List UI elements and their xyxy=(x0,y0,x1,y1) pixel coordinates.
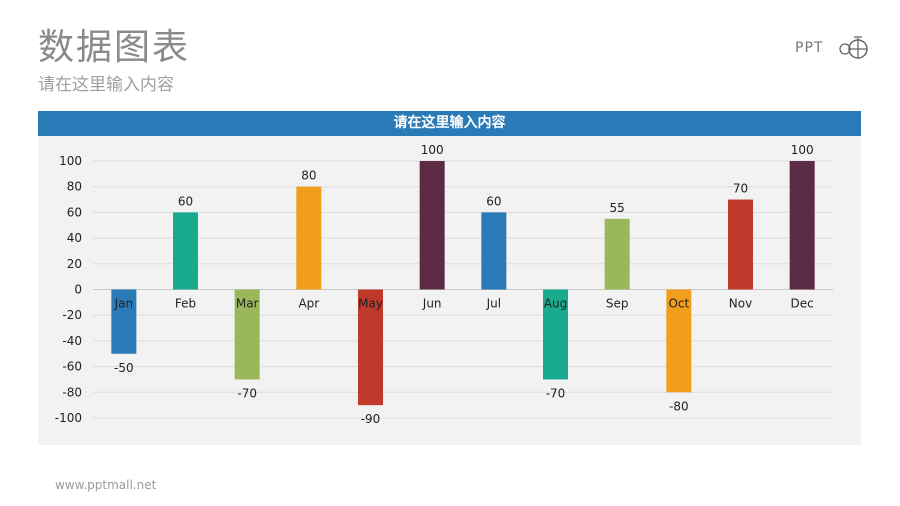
bar-aug xyxy=(543,289,568,380)
data-label: 60 xyxy=(178,194,193,208)
page-title: 数据图表 xyxy=(38,27,191,68)
bar-nov xyxy=(728,199,753,290)
x-tick-label: Oct xyxy=(668,297,689,311)
y-tick-label: 100 xyxy=(59,154,82,168)
bar-jul xyxy=(481,212,507,290)
y-tick-label: 0 xyxy=(74,283,82,297)
x-tick-label: Jun xyxy=(422,297,442,311)
x-tick-label: Aug xyxy=(544,297,567,311)
y-tick-label: 60 xyxy=(67,205,82,219)
bar-dec xyxy=(789,161,815,290)
bar-chart: 100 80 60 40 20 0 -20 -40 -60 -80 -100 Jan -50 Feb 60 M… xyxy=(55,143,833,426)
data-label: 100 xyxy=(791,143,814,157)
y-tick-label: 40 xyxy=(67,231,82,245)
brand-logo: PPT xyxy=(795,32,875,66)
data-label: -70 xyxy=(546,386,566,400)
x-tick-label: Jan xyxy=(114,297,134,311)
x-tick-label: Apr xyxy=(298,297,319,311)
x-tick-label: Sep xyxy=(606,297,629,311)
chart-panel: 100 80 60 40 20 0 -20 -40 -60 -80 -100 Jan -50 Feb 60 M… xyxy=(38,136,861,445)
y-tick-label: -60 xyxy=(62,360,82,374)
x-tick-label: May xyxy=(358,297,383,311)
y-tick-label: -80 xyxy=(62,385,82,399)
data-label: 100 xyxy=(421,143,444,157)
data-label: -70 xyxy=(237,386,257,400)
bar-apr xyxy=(296,186,322,290)
bar-may xyxy=(358,289,383,406)
bar-feb xyxy=(173,212,198,290)
logo-text: PPT xyxy=(795,40,824,56)
bar-jun xyxy=(419,161,445,290)
x-tick-label: Nov xyxy=(729,297,752,311)
bar-mar xyxy=(234,289,260,380)
logo-mark-icon xyxy=(839,36,868,59)
y-tick-label: -100 xyxy=(55,411,82,425)
data-label: 70 xyxy=(733,182,748,196)
data-label: 60 xyxy=(486,194,501,208)
y-tick-label: -40 xyxy=(62,334,82,348)
y-tick-label: -20 xyxy=(62,308,82,322)
x-tick-label: Feb xyxy=(175,297,196,311)
x-tick-label: Mar xyxy=(236,297,259,311)
bar-sep xyxy=(604,218,630,290)
bar-jan xyxy=(111,289,137,354)
data-label: -50 xyxy=(114,361,134,375)
x-tick-label: Jul xyxy=(486,297,501,311)
data-label: 80 xyxy=(301,169,316,183)
footer-url: www.pptmall.net xyxy=(55,478,157,492)
x-tick-label: Dec xyxy=(791,297,814,311)
chart-title-banner: 请在这里输入内容 xyxy=(38,111,861,136)
y-tick-label: 20 xyxy=(67,257,82,271)
y-tick-label: 80 xyxy=(67,180,82,194)
bar-oct xyxy=(666,289,692,393)
page-subtitle: 请在这里输入内容 xyxy=(38,75,174,95)
data-label: -90 xyxy=(361,412,381,426)
data-label: -80 xyxy=(669,399,689,413)
data-label: 55 xyxy=(610,201,625,215)
